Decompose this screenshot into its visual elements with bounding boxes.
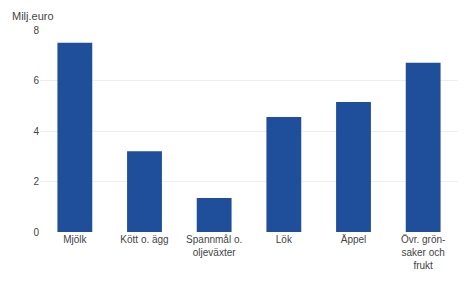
svg-text:Mjölk: Mjölk xyxy=(63,234,87,245)
svg-text:6: 6 xyxy=(33,75,39,86)
svg-text:Övr. grön-saker ochfrukt: Övr. grön-saker ochfrukt xyxy=(401,234,445,271)
svg-text:Spannmål o.oljeväxter: Spannmål o.oljeväxter xyxy=(186,234,242,258)
svg-text:8: 8 xyxy=(33,25,39,36)
svg-text:0: 0 xyxy=(33,227,39,238)
svg-text:Lök: Lök xyxy=(276,234,293,245)
svg-text:Äppel: Äppel xyxy=(341,234,367,245)
svg-text:4: 4 xyxy=(33,126,39,137)
svg-text:Milj.euro: Milj.euro xyxy=(12,10,54,22)
svg-text:2: 2 xyxy=(33,176,39,187)
svg-text:Kött o. ägg: Kött o. ägg xyxy=(120,234,168,245)
